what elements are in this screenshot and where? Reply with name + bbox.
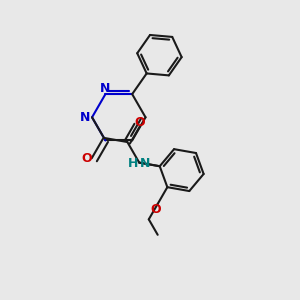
Text: N: N: [140, 157, 150, 170]
Text: N: N: [80, 111, 91, 124]
Text: O: O: [150, 203, 160, 216]
Text: H: H: [128, 157, 139, 170]
Text: N: N: [100, 82, 111, 95]
Text: O: O: [135, 116, 145, 129]
Text: O: O: [82, 152, 92, 165]
